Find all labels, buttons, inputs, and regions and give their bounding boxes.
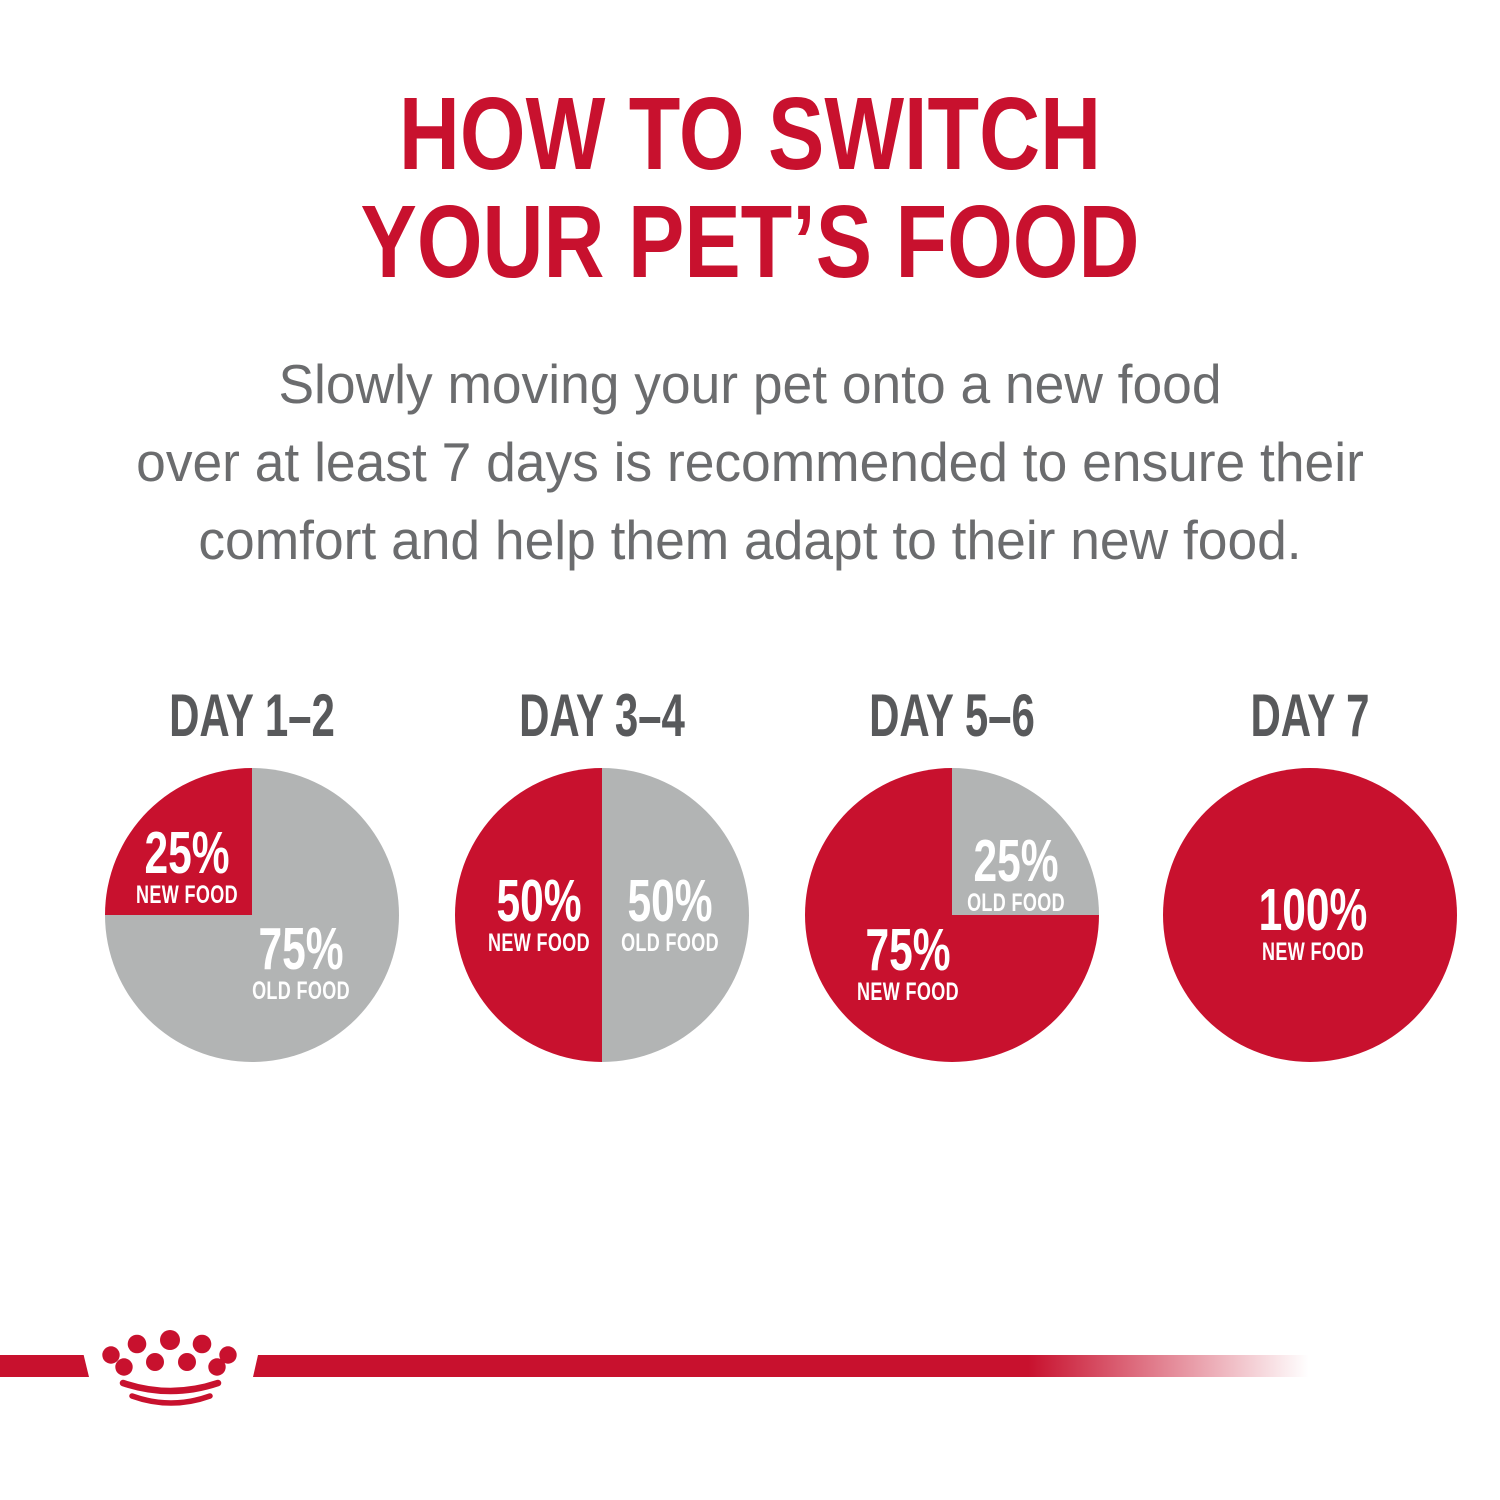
pie-group-day-1-2: DAY 1–2 25% NEW FOOD 75% OLD FOOD (77, 683, 427, 1062)
pie-group-day-3-4: DAY 3–4 50% NEW FOOD 50% OLD FOOD (427, 683, 777, 1062)
pie-chart-day-7: 100% NEW FOOD (1163, 768, 1457, 1062)
slice-percent: 25% (973, 828, 1059, 894)
slice-name: NEW FOOD (136, 881, 238, 909)
slice-percent: 25% (144, 820, 230, 886)
day-label-1-2: DAY 1–2 (169, 682, 335, 749)
slice-percent: 75% (258, 916, 344, 982)
slice-label-old-food: 50% OLD FOOD (602, 868, 738, 957)
slice-percent: 75% (865, 917, 951, 983)
slice-label-new-food: 75% NEW FOOD (837, 917, 979, 1006)
slice-percent: 50% (627, 868, 713, 934)
intro-line-3: comfort and help them adapt to their new… (198, 509, 1302, 571)
slice-name: NEW FOOD (1262, 938, 1364, 966)
day-label-7: DAY 7 (1250, 682, 1370, 749)
slice-label-new-food: 25% NEW FOOD (116, 820, 258, 909)
slice-percent: 100% (1258, 877, 1368, 943)
slice-name: OLD FOOD (252, 977, 350, 1005)
slice-name: NEW FOOD (488, 929, 590, 957)
slice-name: NEW FOOD (857, 978, 959, 1006)
divider-bar-right (253, 1355, 1330, 1377)
slice-label-old-food: 75% OLD FOOD (233, 916, 369, 1005)
day-label-5-6: DAY 5–6 (869, 682, 1035, 749)
day-label-3-4: DAY 3–4 (519, 682, 685, 749)
pie-chart-day-5-6: 25% OLD FOOD 75% NEW FOOD (805, 768, 1099, 1062)
pie-chart-day-1-2: 25% NEW FOOD 75% OLD FOOD (105, 768, 399, 1062)
pie-chart-day-3-4: 50% NEW FOOD 50% OLD FOOD (455, 768, 749, 1062)
intro-line-2: over at least 7 days is recommended to e… (136, 431, 1364, 493)
slice-label-new-food: 100% NEW FOOD (1238, 877, 1389, 966)
slice-name: OLD FOOD (621, 929, 719, 957)
intro-paragraph: Slowly moving your pet onto a new food o… (23, 345, 1478, 579)
divider-bar-left (0, 1355, 89, 1377)
slice-percent: 50% (496, 868, 582, 934)
pie-group-day-7: DAY 7 100% NEW FOOD (1135, 683, 1485, 1062)
page-title-line-2: YOUR PET’S FOOD (360, 184, 1140, 299)
slice-name: OLD FOOD (967, 889, 1065, 917)
slice-label-new-food: 50% NEW FOOD (468, 868, 610, 957)
crown-icon (102, 1330, 237, 1406)
intro-line-1: Slowly moving your pet onto a new food (278, 353, 1222, 415)
page-title: HOW TO SWITCH YOUR PET’S FOOD (135, 80, 1365, 296)
pie-group-day-5-6: DAY 5–6 25% OLD FOOD 75% NEW FOOD (777, 683, 1127, 1062)
slice-label-old-food: 25% OLD FOOD (948, 828, 1084, 917)
page-title-line-1: HOW TO SWITCH (398, 76, 1102, 191)
royal-canin-crown-logo (100, 1328, 245, 1408)
